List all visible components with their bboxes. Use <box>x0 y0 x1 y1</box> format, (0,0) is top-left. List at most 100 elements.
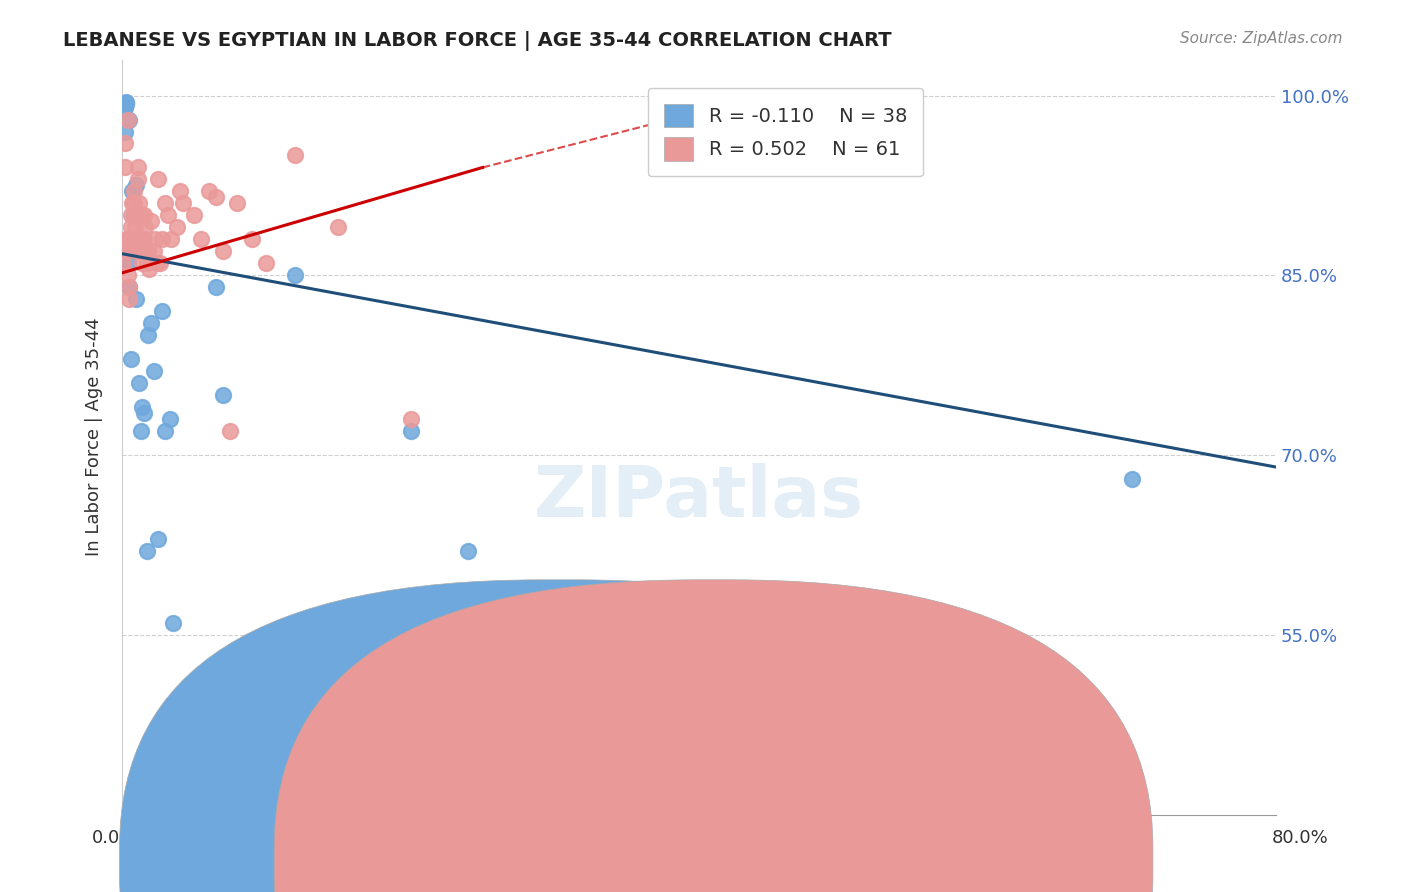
Y-axis label: In Labor Force | Age 35-44: In Labor Force | Age 35-44 <box>86 318 103 557</box>
Point <box>117 256 139 270</box>
Point <box>118 280 141 294</box>
Point <box>160 232 183 246</box>
Point <box>120 208 142 222</box>
Point <box>166 220 188 235</box>
Point <box>172 196 194 211</box>
Point <box>127 172 149 186</box>
Point <box>142 364 165 378</box>
Point <box>112 244 135 259</box>
Point <box>112 244 135 259</box>
Point <box>146 532 169 546</box>
Point <box>1121 472 1143 486</box>
Point <box>157 208 180 222</box>
Point <box>114 101 136 115</box>
Point <box>112 256 135 270</box>
Point <box>124 232 146 246</box>
Text: LEBANESE VS EGYPTIAN IN LABOR FORCE | AGE 35-44 CORRELATION CHART: LEBANESE VS EGYPTIAN IN LABOR FORCE | AG… <box>63 31 891 51</box>
Point <box>240 232 263 246</box>
Point <box>183 208 205 222</box>
Point <box>118 280 141 294</box>
Point <box>399 412 422 426</box>
Point <box>115 95 138 110</box>
Point <box>135 544 157 558</box>
Point <box>120 352 142 367</box>
Point <box>190 232 212 246</box>
Point <box>121 185 143 199</box>
Point <box>124 220 146 235</box>
Point <box>131 244 153 259</box>
Point <box>128 196 150 211</box>
Text: ZIPatlas: ZIPatlas <box>534 463 865 532</box>
Point <box>132 406 155 420</box>
Point <box>118 293 141 307</box>
Point <box>152 304 174 318</box>
Point <box>146 172 169 186</box>
Point <box>142 244 165 259</box>
Point <box>125 178 148 193</box>
Point <box>127 161 149 175</box>
Text: Source: ZipAtlas.com: Source: ZipAtlas.com <box>1180 31 1343 46</box>
Point <box>717 591 740 606</box>
Point <box>112 256 135 270</box>
Point <box>118 232 141 246</box>
Point <box>219 424 242 438</box>
Point <box>136 328 159 343</box>
Point <box>197 185 219 199</box>
Point <box>115 95 138 109</box>
Point <box>399 424 422 438</box>
Point <box>139 316 162 330</box>
Point <box>254 256 277 270</box>
Point <box>125 293 148 307</box>
Point <box>328 220 350 235</box>
Text: Egyptians: Egyptians <box>738 853 820 871</box>
Point <box>138 262 160 277</box>
Point <box>152 232 174 246</box>
Point <box>121 196 143 211</box>
Point <box>118 112 141 127</box>
Point <box>284 148 307 162</box>
Point <box>117 268 139 283</box>
Point <box>155 196 177 211</box>
Point <box>212 388 235 402</box>
Point <box>114 161 136 175</box>
Point <box>115 244 138 259</box>
Point <box>125 232 148 246</box>
Point <box>212 244 235 259</box>
Point <box>148 256 170 270</box>
Point <box>162 615 184 630</box>
Point <box>129 208 152 222</box>
Point <box>457 544 479 558</box>
Point <box>131 400 153 414</box>
Point <box>143 232 166 246</box>
Point <box>139 214 162 228</box>
Point <box>114 136 136 151</box>
Point <box>145 256 167 270</box>
Text: 80.0%: 80.0% <box>1272 829 1329 847</box>
Point <box>122 196 145 211</box>
Point <box>129 424 152 438</box>
Point <box>114 124 136 138</box>
Point <box>136 244 159 259</box>
Point <box>155 424 177 438</box>
Point <box>129 232 152 246</box>
Point <box>115 97 138 112</box>
Point <box>166 699 188 714</box>
Point <box>121 238 143 252</box>
Point <box>128 244 150 259</box>
Point <box>122 208 145 222</box>
Point <box>169 185 191 199</box>
Point <box>134 220 156 235</box>
Point <box>284 268 307 283</box>
Text: 0.0%: 0.0% <box>91 829 136 847</box>
Legend: R = -0.110    N = 38, R = 0.502    N = 61: R = -0.110 N = 38, R = 0.502 N = 61 <box>648 88 922 177</box>
Point <box>117 112 139 127</box>
Point <box>120 220 142 235</box>
Point <box>128 376 150 391</box>
Point <box>117 244 139 259</box>
Point <box>132 232 155 246</box>
Point <box>122 185 145 199</box>
Point <box>132 208 155 222</box>
Point <box>159 412 181 426</box>
Point <box>131 256 153 270</box>
Point <box>124 208 146 222</box>
